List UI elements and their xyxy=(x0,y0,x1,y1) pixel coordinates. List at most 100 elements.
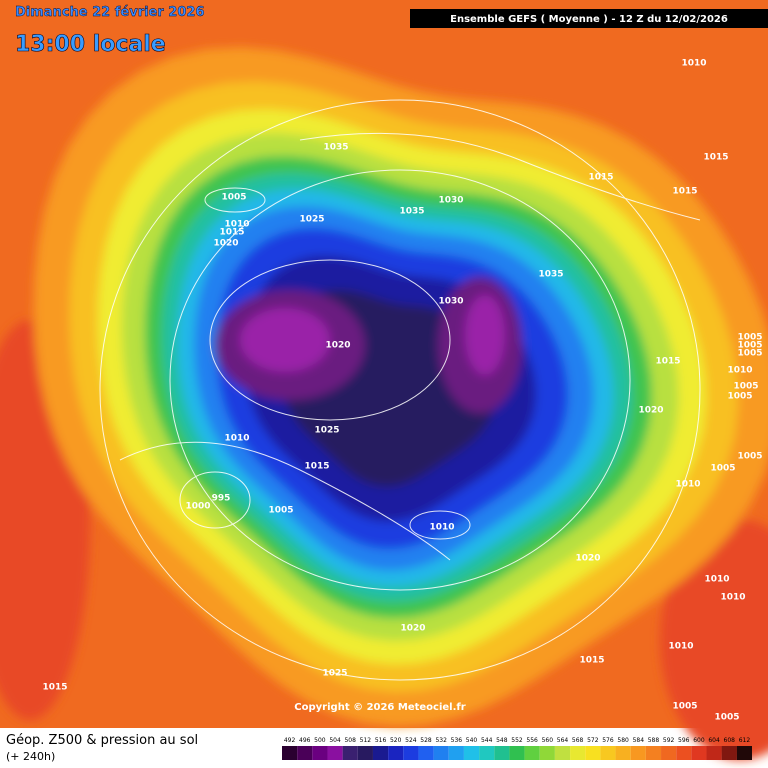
color-scale: 492 496 500 504 508 512 516 520 524 528 532 536 540 5… xyxy=(282,737,752,760)
scale-swatch xyxy=(661,746,677,760)
scale-swatch xyxy=(418,746,434,760)
scale-label: 584 xyxy=(633,737,645,744)
scale-label: 580 xyxy=(617,737,629,744)
scale-swatch xyxy=(645,746,662,760)
scale-label: 596 xyxy=(678,737,690,744)
scale-label: 496 xyxy=(299,737,311,744)
pressure-label: 1020 xyxy=(575,554,600,564)
scale-swatch xyxy=(312,746,328,760)
pressure-label: 1010 xyxy=(681,59,706,69)
scale-swatch xyxy=(524,746,540,760)
pressure-label: 1010 xyxy=(429,523,454,533)
scale-label: 556 xyxy=(526,737,538,744)
pressure-label: 1005 xyxy=(733,382,758,392)
scale-label: 564 xyxy=(557,737,569,744)
forecast-lead: (+ 240h) xyxy=(6,750,55,763)
pressure-label: 1015 xyxy=(655,357,680,367)
pressure-label: 1010 xyxy=(704,575,729,585)
scale-label: 576 xyxy=(602,737,614,744)
scale-swatch xyxy=(433,746,449,760)
pressure-label: 1035 xyxy=(399,207,424,217)
scale-swatch xyxy=(736,746,752,760)
copyright: Copyright © 2026 Meteociel.fr xyxy=(294,702,465,713)
pressure-label: 1005 xyxy=(268,506,293,516)
height-field xyxy=(0,47,768,760)
pressure-label: 1000 xyxy=(185,502,210,512)
pressure-label: 1005 xyxy=(737,452,762,462)
scale-swatch xyxy=(463,746,480,760)
scale-swatch xyxy=(585,746,601,760)
scale-label: 612 xyxy=(739,737,751,744)
scale-label: 512 xyxy=(360,737,372,744)
pressure-label: 1005 xyxy=(714,713,739,723)
scale-label: 588 xyxy=(648,737,660,744)
scale-swatch xyxy=(403,746,419,760)
pressure-label: 1030 xyxy=(438,297,463,307)
scale-label: 544 xyxy=(481,737,493,744)
scale-label: 516 xyxy=(375,737,387,744)
pressure-label: 1015 xyxy=(304,462,329,472)
pressure-label: 1010 xyxy=(727,366,752,376)
scale-swatch xyxy=(600,746,616,760)
scale-label: 520 xyxy=(390,737,402,744)
scale-swatch xyxy=(479,746,495,760)
isobars xyxy=(99,99,701,681)
pressure-label: 1010 xyxy=(720,593,745,603)
scale-label: 528 xyxy=(420,737,432,744)
model-banner xyxy=(410,9,768,28)
pressure-label: 1005 xyxy=(727,392,752,402)
scale-swatch xyxy=(448,746,464,760)
pressure-label: 1010 xyxy=(668,642,693,652)
scale-label: 568 xyxy=(572,737,584,744)
scale-label: 592 xyxy=(663,737,675,744)
pressure-label: 1005 xyxy=(710,464,735,474)
pressure-label: 1015 xyxy=(672,187,697,197)
scale-label: 508 xyxy=(344,737,356,744)
pressure-label: 1020 xyxy=(213,239,238,249)
scale-label: 492 xyxy=(284,737,296,744)
pressure-label: 1015 xyxy=(588,173,613,183)
pressure-label: 1020 xyxy=(638,406,663,416)
scale-label: 552 xyxy=(511,737,523,744)
scale-swatch xyxy=(297,746,313,760)
scale-label: 560 xyxy=(542,737,554,744)
date: Dimanche 22 février 2026 xyxy=(15,5,205,20)
scale-swatch xyxy=(630,746,646,760)
pressure-label: 1005 xyxy=(737,349,762,359)
scale-swatch xyxy=(388,746,404,760)
scale-label: 572 xyxy=(587,737,599,744)
pressure-label: 1010 xyxy=(224,434,249,444)
scale-swatch xyxy=(539,746,555,760)
pressure-label: 1035 xyxy=(538,270,563,280)
scale-swatch xyxy=(691,746,707,760)
local-time: 13:00 locale xyxy=(15,32,166,57)
pressure-label: 1020 xyxy=(400,624,425,634)
scale-label: 524 xyxy=(405,737,417,744)
scale-swatch xyxy=(494,746,510,760)
pressure-label: 1025 xyxy=(322,669,347,679)
scale-label: 600 xyxy=(693,737,705,744)
scale-label: 548 xyxy=(496,737,508,744)
scale-swatch xyxy=(615,746,631,760)
scale-swatch xyxy=(570,746,586,760)
scale-label: 540 xyxy=(466,737,478,744)
pressure-label: 1030 xyxy=(438,196,463,206)
pressure-label: 995 xyxy=(212,494,231,504)
scale-swatch xyxy=(509,746,525,760)
scale-swatch xyxy=(706,746,722,760)
height-core xyxy=(465,295,505,375)
scale-swatch xyxy=(342,746,358,760)
scale-swatch xyxy=(327,746,343,760)
pressure-label: 1020 xyxy=(325,341,350,351)
scale-swatch xyxy=(357,746,373,760)
pressure-label: 1015 xyxy=(219,228,244,238)
pressure-label: 1005 xyxy=(672,702,697,712)
scale-label: 604 xyxy=(708,737,720,744)
scale-swatch xyxy=(282,746,298,760)
pressure-label: 1025 xyxy=(299,215,324,225)
scale-label: 536 xyxy=(451,737,463,744)
pressure-label: 1035 xyxy=(323,143,348,153)
pressure-label: 1015 xyxy=(579,656,604,666)
scale-swatch xyxy=(372,746,389,760)
pressure-label: 1005 xyxy=(221,193,246,203)
